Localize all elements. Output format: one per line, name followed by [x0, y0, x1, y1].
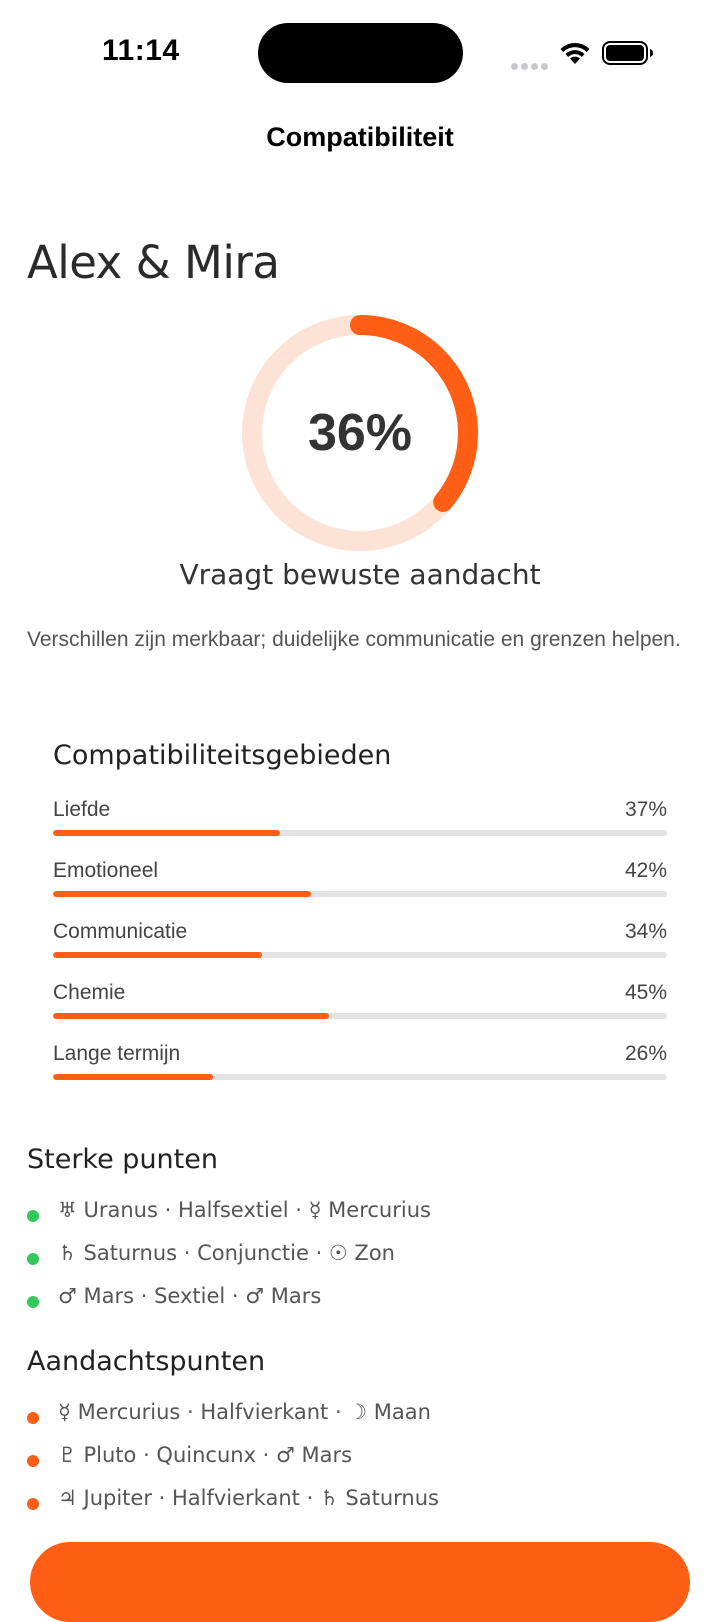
area-row-liefde: Liefde 37%: [53, 798, 667, 848]
score-value: 36%: [307, 404, 413, 462]
area-label: Emotioneel: [53, 859, 159, 882]
strength-text: ♂ Mars · Sextiel · ♂ Mars: [58, 1284, 322, 1308]
pair-name: Alex & Mira: [27, 236, 280, 289]
cellular-signal-icon: [511, 57, 551, 70]
strength-item: ♄ Saturnus · Conjunctie · ☉ Zon: [27, 1241, 687, 1271]
area-progress-fill: [53, 952, 262, 958]
score-verdict: Vraagt bewuste aandacht: [179, 558, 541, 591]
strength-text: ♄ Saturnus · Conjunctie · ☉ Zon: [58, 1241, 395, 1265]
area-label: Chemie: [53, 981, 126, 1004]
wifi-icon: [560, 42, 590, 64]
battery-icon: [602, 41, 653, 65]
area-row-emotioneel: Emotioneel 42%: [53, 859, 667, 909]
area-label: Lange termijn: [53, 1042, 181, 1065]
area-progress-bar: [53, 952, 667, 958]
area-value: 45%: [624, 981, 667, 1004]
area-progress-bar: [53, 830, 667, 836]
attention-item: ☿ Mercurius · Halfvierkant · ☽ Maan: [27, 1400, 687, 1430]
compatibility-score-ring: 36%: [240, 313, 480, 553]
area-progress-bar: [53, 1074, 667, 1080]
positive-dot-icon: [27, 1296, 39, 1308]
primary-action-button[interactable]: [30, 1542, 690, 1622]
area-value: 42%: [624, 859, 667, 882]
area-progress-fill: [53, 830, 281, 836]
score-summary: Verschillen zijn merkbaar; duidelijke co…: [27, 628, 681, 651]
area-row-communicatie: Communicatie 34%: [53, 920, 667, 970]
area-progress-fill: [53, 1074, 213, 1080]
area-row-chemie: Chemie 45%: [53, 981, 667, 1031]
positive-dot-icon: [27, 1253, 39, 1265]
attention-item: ♃ Jupiter · Halfvierkant · ♄ Saturnus: [27, 1486, 687, 1516]
area-progress-bar: [53, 891, 667, 897]
area-row-lange-termijn: Lange termijn 26%: [53, 1042, 667, 1092]
status-time: 11:14: [102, 34, 180, 67]
attention-text: ☿ Mercurius · Halfvierkant · ☽ Maan: [58, 1400, 431, 1424]
attention-title: Aandachtspunten: [27, 1346, 266, 1377]
area-value: 37%: [624, 798, 667, 821]
attention-text: ♃ Jupiter · Halfvierkant · ♄ Saturnus: [58, 1486, 439, 1510]
score-ring-progress: [242, 315, 478, 551]
warning-dot-icon: [27, 1455, 39, 1467]
areas-title: Compatibiliteitsgebieden: [53, 740, 392, 771]
warning-dot-icon: [27, 1412, 39, 1424]
positive-dot-icon: [27, 1210, 39, 1222]
strengths-title: Sterke punten: [27, 1144, 218, 1175]
area-value: 34%: [624, 920, 667, 943]
status-bar: 11:14: [0, 0, 720, 100]
strength-item: ♂ Mars · Sextiel · ♂ Mars: [27, 1284, 687, 1314]
area-label: Communicatie: [53, 920, 188, 943]
area-progress-fill: [53, 891, 311, 897]
dynamic-island: [258, 23, 463, 83]
strength-item: ♅ Uranus · Halfsextiel · ☿ Mercurius: [27, 1198, 687, 1228]
warning-dot-icon: [27, 1498, 39, 1510]
area-progress-bar: [53, 1013, 667, 1019]
area-value: 26%: [624, 1042, 667, 1065]
strength-text: ♅ Uranus · Halfsextiel · ☿ Mercurius: [58, 1198, 431, 1222]
attention-item: ♇ Pluto · Quincunx · ♂ Mars: [27, 1443, 687, 1473]
area-progress-fill: [53, 1013, 330, 1019]
attention-text: ♇ Pluto · Quincunx · ♂ Mars: [58, 1443, 353, 1467]
page-title: Compatibiliteit: [266, 122, 454, 152]
area-label: Liefde: [53, 798, 111, 821]
